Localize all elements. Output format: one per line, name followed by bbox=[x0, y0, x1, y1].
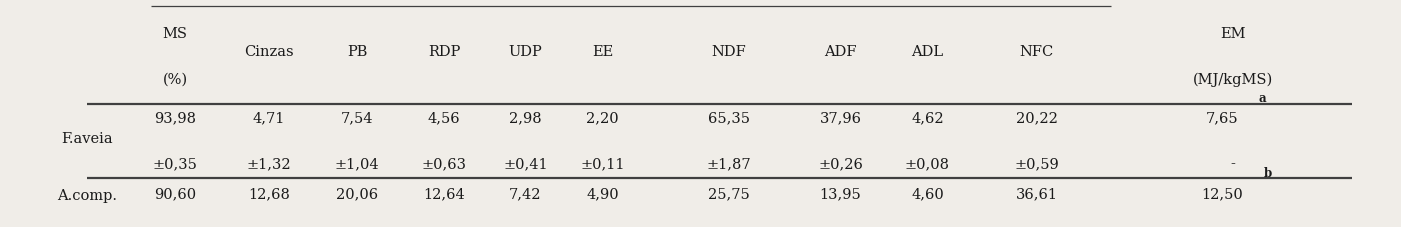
Text: 4,62: 4,62 bbox=[911, 111, 944, 125]
Text: ±0,35: ±0,35 bbox=[153, 156, 198, 170]
Text: a: a bbox=[1258, 91, 1265, 104]
Text: 25,75: 25,75 bbox=[708, 186, 750, 200]
Text: EE: EE bbox=[591, 45, 614, 59]
Text: ADL: ADL bbox=[912, 45, 943, 59]
Text: (MJ/kgMS): (MJ/kgMS) bbox=[1192, 72, 1274, 86]
Text: 2,98: 2,98 bbox=[509, 111, 542, 125]
Text: 7,65: 7,65 bbox=[1205, 111, 1238, 125]
Text: ±1,04: ±1,04 bbox=[335, 156, 380, 170]
Text: EM: EM bbox=[1220, 27, 1245, 41]
Text: ±1,87: ±1,87 bbox=[706, 156, 751, 170]
Text: A.comp.: A.comp. bbox=[57, 188, 116, 202]
Text: 13,95: 13,95 bbox=[820, 186, 862, 200]
Text: MS: MS bbox=[163, 27, 188, 41]
Text: ±0,41: ±0,41 bbox=[503, 156, 548, 170]
Text: 4,90: 4,90 bbox=[586, 186, 619, 200]
Text: 12,50: 12,50 bbox=[1201, 186, 1243, 200]
Text: ±0,59: ±0,59 bbox=[1014, 156, 1059, 170]
Text: (%): (%) bbox=[163, 72, 188, 86]
Text: 12,68: 12,68 bbox=[248, 186, 290, 200]
Text: 37,96: 37,96 bbox=[820, 111, 862, 125]
Text: 7,54: 7,54 bbox=[340, 111, 374, 125]
Text: ±0,08: ±0,08 bbox=[905, 156, 950, 170]
Text: 12,64: 12,64 bbox=[423, 186, 465, 200]
Text: Cinzas: Cinzas bbox=[244, 45, 294, 59]
Text: RDP: RDP bbox=[427, 45, 461, 59]
Text: 93,98: 93,98 bbox=[154, 111, 196, 125]
Text: -: - bbox=[1230, 156, 1236, 170]
Text: NDF: NDF bbox=[712, 45, 745, 59]
Text: 20,22: 20,22 bbox=[1016, 111, 1058, 125]
Text: 4,60: 4,60 bbox=[911, 186, 944, 200]
Text: 2,20: 2,20 bbox=[586, 111, 619, 125]
Text: F.aveia: F.aveia bbox=[62, 131, 112, 146]
Text: ±0,11: ±0,11 bbox=[580, 156, 625, 170]
Text: ±1,32: ±1,32 bbox=[247, 156, 291, 170]
Text: PB: PB bbox=[347, 45, 367, 59]
Text: NFC: NFC bbox=[1020, 45, 1054, 59]
Text: 4,56: 4,56 bbox=[427, 111, 461, 125]
Text: ADF: ADF bbox=[824, 45, 857, 59]
Text: ±0,63: ±0,63 bbox=[422, 156, 467, 170]
Text: 4,71: 4,71 bbox=[252, 111, 286, 125]
Text: UDP: UDP bbox=[509, 45, 542, 59]
Text: ±0,26: ±0,26 bbox=[818, 156, 863, 170]
Text: 65,35: 65,35 bbox=[708, 111, 750, 125]
Text: 90,60: 90,60 bbox=[154, 186, 196, 200]
Text: 36,61: 36,61 bbox=[1016, 186, 1058, 200]
Text: 7,42: 7,42 bbox=[509, 186, 542, 200]
Text: 20,06: 20,06 bbox=[336, 186, 378, 200]
Text: b: b bbox=[1264, 166, 1272, 179]
